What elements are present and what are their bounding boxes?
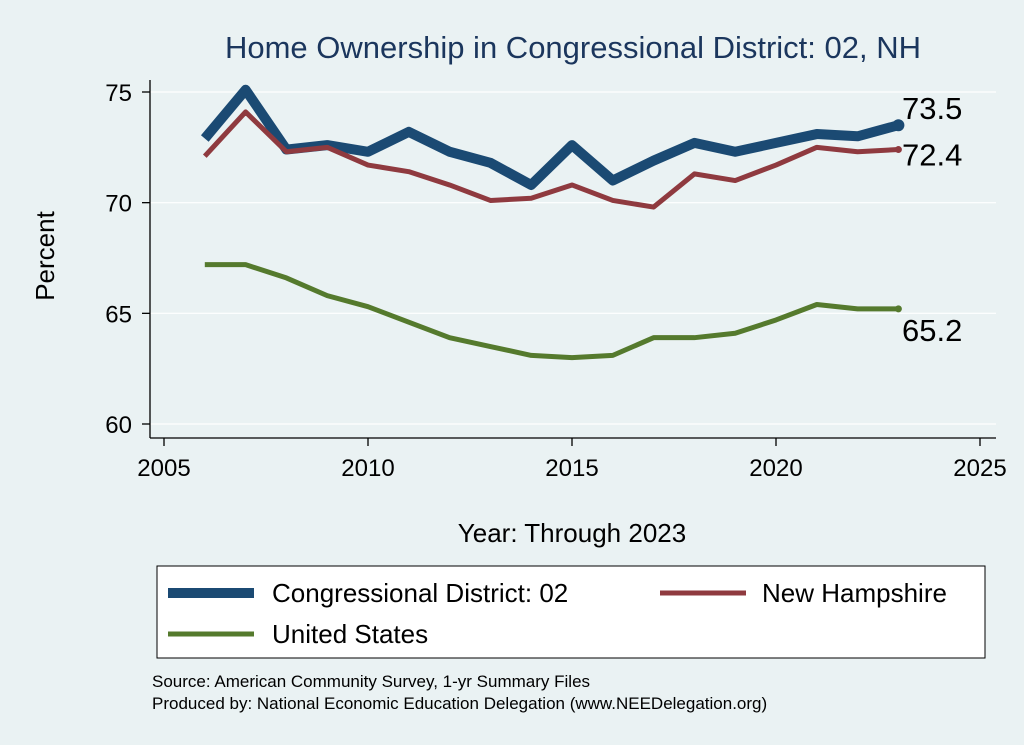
- x-tick-label-2015: 2015: [545, 455, 598, 482]
- series-line-new-hampshire: [202, 109, 899, 210]
- source-note: Source: American Community Survey, 1-yr …: [152, 672, 590, 691]
- series-line-united-states: [204, 262, 899, 361]
- legend-label-congressional-district-02: Congressional District: 02: [272, 578, 568, 608]
- y-axis-label: Percent: [30, 210, 60, 300]
- producer-note: Produced by: National Economic Education…: [152, 694, 767, 713]
- chart-title: Home Ownership in Congressional District…: [225, 30, 921, 65]
- series-lines: [200, 84, 905, 361]
- end-labels: 73.5 72.4 65.2: [902, 91, 962, 348]
- end-label-united-states: 65.2: [902, 313, 962, 348]
- end-point-congressional-district-02: [892, 119, 905, 132]
- x-tick-label-2020: 2020: [749, 455, 802, 482]
- y-tick-label-75: 75: [105, 80, 132, 107]
- end-label-congressional-district-02: 73.5: [902, 91, 962, 126]
- legend-label-united-states: United States: [272, 619, 428, 649]
- legend-label-new-hampshire: New Hampshire: [762, 578, 947, 608]
- y-tick-label-65: 65: [105, 301, 132, 328]
- end-point-new-hampshire: [894, 146, 902, 154]
- legend-box: [156, 565, 986, 659]
- x-tick-label-2025: 2025: [953, 455, 1006, 482]
- legend: Congressional District: 02 New Hampshire U…: [156, 565, 986, 659]
- x-tick-label-2010: 2010: [341, 455, 394, 482]
- end-label-new-hampshire: 72.4: [902, 138, 962, 173]
- x-axis-label: Year: Through 2023: [458, 518, 686, 548]
- axes: 60 65 70 75 2005 2010 2015 2020 2025: [105, 80, 1007, 482]
- x-tick-label-2005: 2005: [137, 455, 190, 482]
- end-point-united-states: [894, 305, 902, 313]
- grid-lines: [150, 91, 996, 425]
- y-tick-label-60: 60: [105, 412, 132, 439]
- y-tick-label-70: 70: [105, 191, 132, 218]
